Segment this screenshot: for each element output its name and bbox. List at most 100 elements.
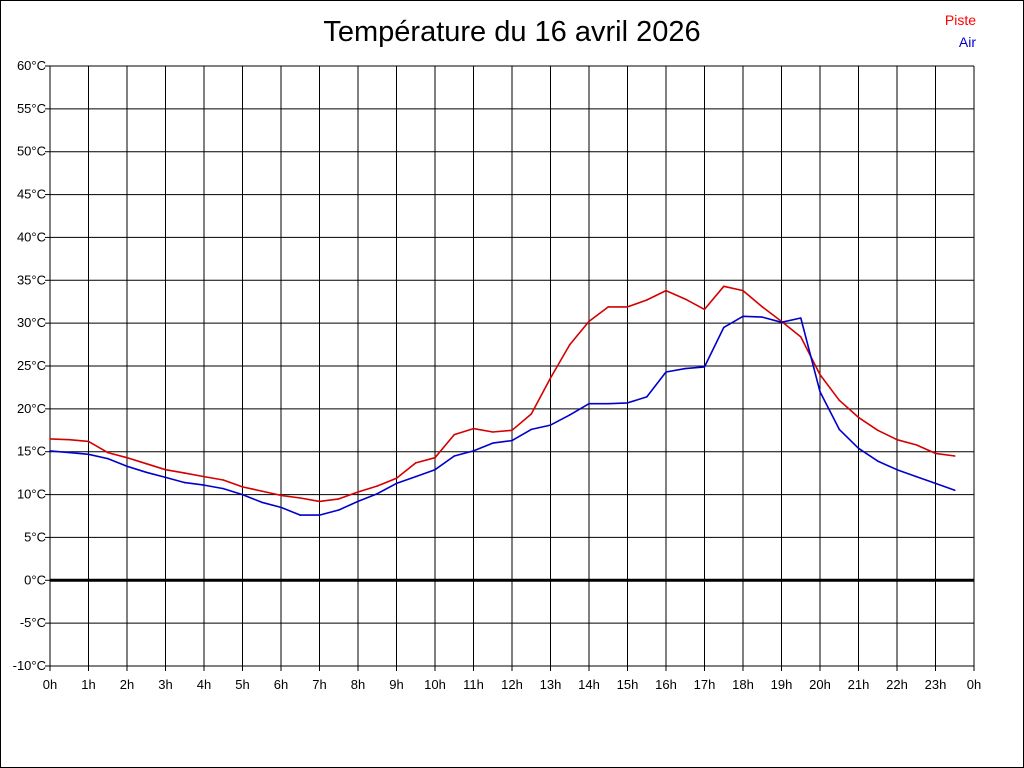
y-tick-label: 25°C: [17, 358, 46, 373]
data-point-piste: [588, 320, 590, 323]
x-axis-ticks: 0h 1h 2h 3h 4h 5h 6h 7h 8h 9h 10h 11h 12h 13h 14h 15h 16…: [43, 666, 981, 692]
chart-title: Température du 16 avril 2026: [323, 16, 701, 48]
data-point-air: [876, 460, 879, 462]
x-tick-label: 0h: [967, 677, 981, 692]
data-point-piste: [511, 429, 513, 432]
data-point-piste: [722, 285, 725, 288]
data-point-air: [626, 402, 629, 404]
y-tick-label: 50°C: [17, 144, 46, 159]
data-point-piste: [260, 490, 263, 492]
data-point-air: [799, 317, 802, 319]
data-point-piste: [626, 306, 629, 308]
data-point-piste: [376, 485, 379, 487]
y-tick-label: 35°C: [17, 272, 46, 287]
data-point-piste: [395, 477, 398, 480]
x-tick-label: 15h: [617, 677, 639, 692]
data-point-air: [915, 475, 918, 478]
data-point-air: [260, 501, 263, 504]
y-tick-label: 0°C: [24, 572, 46, 587]
series-line-piste: [49, 285, 955, 503]
data-point-air: [665, 371, 667, 373]
data-point-piste: [665, 289, 667, 292]
data-point-air: [106, 457, 109, 460]
data-point-piste: [684, 298, 687, 300]
x-tick-label: 17h: [694, 677, 716, 692]
data-point-piste: [68, 438, 71, 441]
series-lines: [49, 285, 956, 516]
data-point-air: [164, 476, 167, 479]
x-tick-label: 16h: [655, 677, 677, 692]
data-point-air: [722, 326, 725, 329]
data-point-piste: [49, 438, 51, 440]
data-point-air: [838, 428, 841, 431]
series-line-air: [49, 315, 956, 516]
data-point-air: [511, 439, 513, 442]
x-tick-label: 11h: [463, 677, 484, 692]
data-point-air: [222, 487, 225, 490]
data-point-air: [491, 442, 494, 444]
legend-item-air: Air: [958, 34, 976, 50]
data-point-air: [684, 367, 687, 370]
data-point-air: [337, 509, 340, 511]
data-point-piste: [280, 494, 282, 497]
data-point-piste: [164, 468, 167, 471]
data-point-air: [645, 396, 648, 398]
data-point-air: [414, 475, 417, 478]
legend-item-piste: Piste: [944, 12, 976, 28]
data-point-piste: [915, 444, 918, 446]
data-point-air: [780, 321, 783, 324]
data-point-air: [953, 489, 956, 492]
x-tick-label: 18h: [732, 677, 754, 692]
data-point-air: [87, 453, 90, 456]
x-tick-label: 21h: [848, 677, 870, 692]
data-point-air: [126, 465, 128, 468]
data-point-piste: [357, 491, 359, 493]
x-tick-label: 13h: [540, 677, 562, 692]
x-tick-label: 4h: [197, 677, 211, 692]
y-tick-label: 5°C: [24, 529, 46, 544]
data-point-piste: [896, 438, 898, 441]
data-point-piste: [934, 452, 937, 455]
data-point-piste: [145, 462, 148, 465]
x-tick-label: 14h: [578, 677, 600, 692]
x-tick-label: 7h: [312, 677, 326, 692]
data-point-piste: [703, 308, 706, 311]
data-point-piste: [761, 306, 764, 308]
data-point-piste: [568, 343, 571, 346]
x-tick-label: 8h: [351, 677, 365, 692]
x-tick-label: 0h: [43, 677, 57, 692]
data-point-air: [588, 402, 590, 405]
data-point-air: [241, 493, 244, 496]
data-point-piste: [491, 431, 494, 433]
data-point-air: [857, 447, 860, 450]
y-axis-ticks: 60°C 55°C 50°C 45°C 40°C 35°C 30°C 25°C 20°C 15°C…: [13, 58, 50, 673]
x-tick-label: 9h: [389, 677, 403, 692]
y-tick-label: 10°C: [17, 487, 46, 502]
data-point-piste: [337, 498, 340, 500]
data-point-piste: [414, 462, 417, 464]
data-point-air: [549, 424, 552, 426]
data-point-piste: [87, 440, 90, 443]
y-tick-label: 15°C: [17, 444, 46, 459]
data-point-air: [299, 514, 302, 516]
data-point-air: [318, 514, 321, 516]
data-point-piste: [299, 497, 302, 499]
x-tick-label: 10h: [424, 677, 446, 692]
data-point-air: [742, 315, 744, 318]
data-point-piste: [472, 427, 475, 430]
x-tick-label: 22h: [886, 677, 908, 692]
y-tick-label: 30°C: [17, 315, 46, 330]
data-point-air: [434, 468, 436, 471]
y-tick-label: -5°C: [20, 615, 46, 630]
y-tick-label: 20°C: [17, 401, 46, 416]
data-point-air: [530, 428, 533, 431]
x-tick-label: 3h: [158, 677, 172, 692]
data-point-piste: [645, 299, 648, 301]
data-point-piste: [838, 399, 841, 402]
data-point-air: [568, 414, 571, 416]
data-point-air: [761, 316, 764, 318]
data-point-piste: [203, 475, 205, 478]
data-point-piste: [126, 456, 128, 459]
data-point-air: [395, 482, 398, 485]
